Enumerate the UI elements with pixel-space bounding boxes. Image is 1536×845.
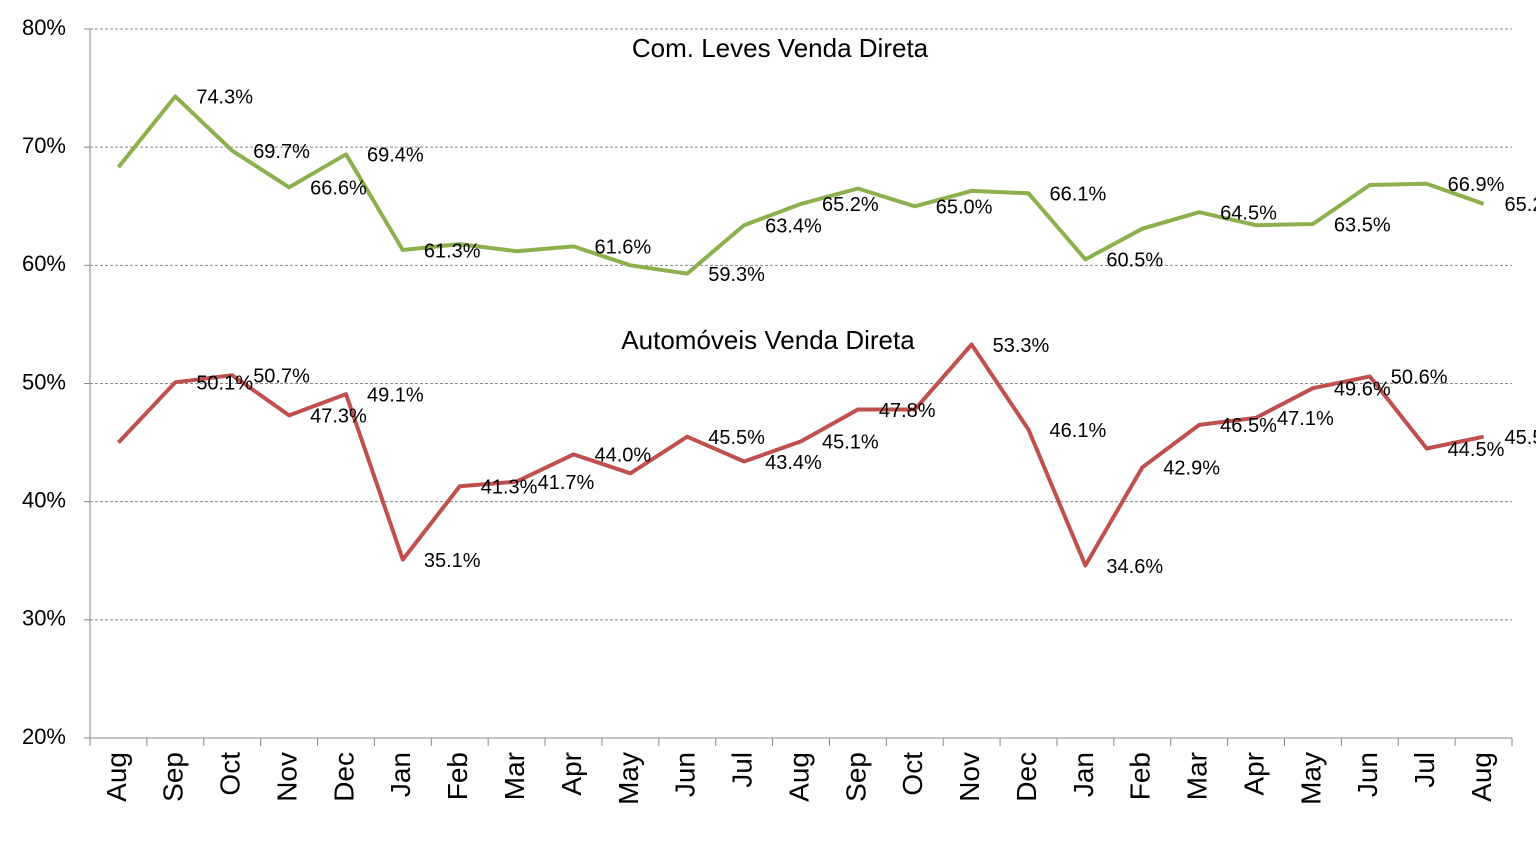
x-tick-label: Jan bbox=[385, 752, 416, 797]
data-label: 46.5% bbox=[1220, 415, 1277, 437]
x-tick-label: Jul bbox=[727, 752, 758, 788]
data-label: 74.3% bbox=[196, 87, 253, 109]
x-tick-label: Dec bbox=[328, 752, 359, 802]
data-label: 35.1% bbox=[424, 550, 481, 572]
y-tick-label: 40% bbox=[22, 487, 66, 512]
y-tick-label: 50% bbox=[22, 369, 66, 394]
x-tick-label: Dec bbox=[1011, 752, 1042, 802]
x-tick-label: Aug bbox=[783, 752, 814, 802]
data-label: 46.1% bbox=[1050, 420, 1107, 442]
x-tick-label: May bbox=[1295, 752, 1326, 805]
data-label: 45.5% bbox=[1505, 427, 1536, 449]
data-label: 41.7% bbox=[538, 472, 595, 494]
x-tick-label: Mar bbox=[1182, 752, 1213, 800]
x-tick-label: Feb bbox=[1125, 752, 1156, 800]
data-label: 66.1% bbox=[1050, 184, 1107, 206]
data-label: 50.6% bbox=[1391, 367, 1448, 389]
x-tick-label: Mar bbox=[499, 752, 530, 800]
data-label: 64.5% bbox=[1220, 202, 1277, 224]
x-tick-label: Jul bbox=[1409, 752, 1440, 788]
data-label: 47.8% bbox=[879, 400, 936, 422]
data-label: 34.6% bbox=[1106, 556, 1163, 578]
data-label: 42.9% bbox=[1163, 458, 1220, 480]
data-label: 43.4% bbox=[765, 452, 822, 474]
data-label: 61.3% bbox=[424, 240, 481, 262]
data-label: 63.5% bbox=[1334, 214, 1391, 236]
x-tick-label: Apr bbox=[556, 752, 587, 796]
data-label: 41.3% bbox=[481, 477, 538, 499]
x-tick-label: Oct bbox=[215, 752, 246, 796]
x-tick-label: May bbox=[613, 752, 644, 805]
data-label: 47.1% bbox=[1277, 408, 1334, 430]
data-label: 47.3% bbox=[310, 406, 367, 428]
data-label: 69.7% bbox=[253, 141, 310, 163]
data-label: 66.6% bbox=[310, 178, 367, 200]
data-label: 65.2% bbox=[822, 194, 879, 216]
data-label: 49.6% bbox=[1334, 379, 1391, 401]
series-label: Com. Leves Venda Direta bbox=[632, 33, 929, 63]
x-tick-label: Nov bbox=[271, 752, 302, 802]
y-tick-label: 20% bbox=[22, 724, 66, 749]
y-tick-label: 70% bbox=[22, 133, 66, 158]
data-label: 50.1% bbox=[196, 373, 253, 395]
y-tick-label: 60% bbox=[22, 251, 66, 276]
data-label: 44.5% bbox=[1448, 439, 1505, 461]
x-tick-label: Oct bbox=[897, 752, 928, 796]
series-line bbox=[116, 342, 1485, 568]
data-label: 69.4% bbox=[367, 145, 424, 167]
x-tick-label: Aug bbox=[101, 752, 132, 802]
data-label: 65.0% bbox=[936, 197, 993, 219]
data-label: 59.3% bbox=[708, 264, 765, 286]
data-label: 45.1% bbox=[822, 432, 879, 454]
x-tick-label: Nov bbox=[954, 752, 985, 802]
data-label: 50.7% bbox=[253, 366, 310, 388]
data-label: 66.9% bbox=[1448, 174, 1505, 196]
data-label: 53.3% bbox=[993, 335, 1050, 357]
data-label: 45.5% bbox=[708, 427, 765, 449]
x-tick-label: Aug bbox=[1466, 752, 1497, 802]
x-tick-label: Sep bbox=[158, 752, 189, 802]
x-tick-label: Feb bbox=[442, 752, 473, 800]
y-tick-label: 80% bbox=[22, 15, 66, 40]
x-tick-label: Jun bbox=[1352, 752, 1383, 797]
data-label: 49.1% bbox=[367, 384, 424, 406]
data-label: 63.4% bbox=[765, 215, 822, 237]
data-label: 65.2% bbox=[1505, 194, 1536, 216]
x-tick-label: Sep bbox=[840, 752, 871, 802]
x-tick-label: Apr bbox=[1238, 752, 1269, 796]
x-tick-label: Jun bbox=[670, 752, 701, 797]
data-label: 44.0% bbox=[594, 445, 651, 467]
data-label: 60.5% bbox=[1106, 250, 1163, 272]
x-tick-label: Jan bbox=[1068, 752, 1099, 797]
data-label: 61.6% bbox=[594, 237, 651, 259]
series-line bbox=[116, 94, 1485, 276]
series-label: Automóveis Venda Direta bbox=[621, 325, 915, 355]
y-tick-label: 30% bbox=[22, 606, 66, 631]
